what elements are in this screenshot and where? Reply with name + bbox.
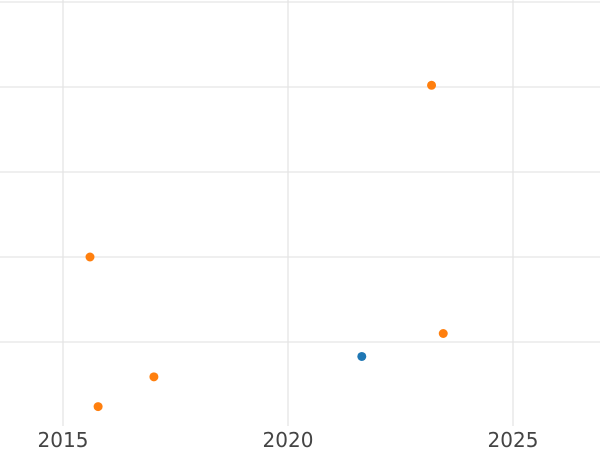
data-point-blue-series [357, 351, 367, 361]
data-point-orange-series [438, 329, 448, 338]
data-point-orange-series [427, 80, 437, 90]
x-tick-label: 2025 [488, 428, 539, 450]
data-point-orange-series [93, 402, 103, 412]
data-point-orange-series [149, 372, 159, 382]
x-tick-label: 2020 [263, 428, 314, 450]
x-tick-label: 2015 [38, 428, 89, 450]
data-point-orange-series [85, 252, 95, 262]
